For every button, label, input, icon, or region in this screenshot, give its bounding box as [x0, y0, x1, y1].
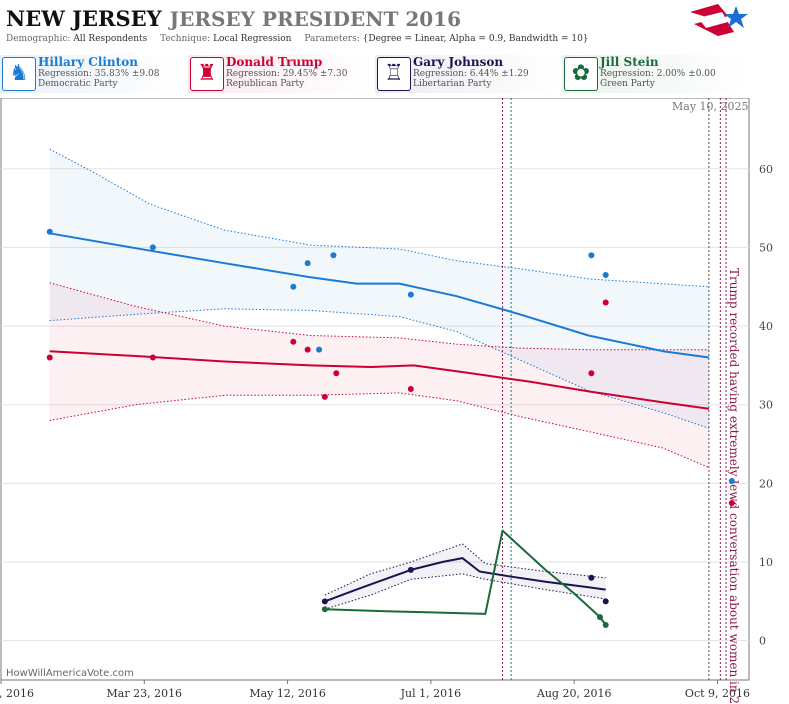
candidate-name: Jill Stein	[600, 55, 659, 69]
elephant-icon: ♜	[190, 57, 224, 91]
upper-bound-line	[49, 148, 709, 288]
x-tick-label: Jul 1, 2016	[400, 687, 462, 700]
chart: 0 10 20 30 40 50 60 Feb 2, 2016 Mar 23, 2016 May …	[0, 98, 773, 704]
demographic-key: Demographic:	[6, 34, 71, 44]
poll-point	[602, 271, 609, 278]
page-title-race: JERSEY PRESIDENT 2016	[169, 7, 461, 31]
confidence-band	[324, 543, 606, 610]
y-tick-label: 0	[759, 635, 766, 648]
candidate-hillary-clinton[interactable]: ♞ Hillary Clinton Regression: 35.83% ±9.08…	[0, 55, 185, 93]
candidate-gary-johnson[interactable]: ♖ Gary Johnson Regression: 6.44% ±1.29 Libe…	[375, 55, 560, 93]
candidate-name: Gary Johnson	[413, 55, 504, 69]
technique-value[interactable]: Local Regression	[213, 34, 292, 44]
y-tick-label: 60	[759, 163, 773, 176]
upper-bound-line	[324, 543, 606, 596]
upper-bound-line	[49, 282, 709, 351]
poll-point	[588, 574, 595, 581]
candidate-regression: Regression: 2.00% ±0.00	[600, 69, 716, 79]
site-logo[interactable]	[688, 2, 750, 50]
poll-point	[407, 566, 414, 573]
poll-point	[407, 291, 414, 298]
y-tick-label: 20	[759, 477, 773, 490]
poll-point	[602, 598, 609, 605]
x-tick-label: Feb 2, 2016	[0, 687, 34, 700]
confidence-band	[49, 282, 709, 468]
trend-line	[324, 529, 607, 626]
poll-point	[46, 228, 53, 235]
trend-line	[49, 350, 710, 410]
candidate-regression: Regression: 6.44% ±1.29	[413, 69, 529, 79]
y-tick-label: 50	[759, 241, 773, 254]
poll-point	[602, 299, 609, 306]
title-row: NEW JERSEY JERSEY PRESIDENT 2016	[6, 6, 461, 31]
x-tick-label: Mar 23, 2016	[107, 687, 183, 700]
poll-point	[728, 500, 735, 507]
site-credit[interactable]: HowWillAmericaVote.com	[6, 668, 134, 679]
page-title-state: NEW JERSEY	[6, 6, 162, 31]
y-tick-label: 40	[759, 320, 773, 333]
donkey-icon: ♞	[2, 57, 36, 91]
candidate-party: Green Party	[600, 79, 655, 89]
demographic-value[interactable]: All Respondents	[73, 34, 148, 44]
trend-line	[324, 557, 606, 603]
poll-point	[588, 370, 595, 377]
x-tick-label: Oct 9, 2016	[685, 687, 750, 700]
candidate-regression: Regression: 35.83% ±9.08	[38, 69, 160, 79]
lower-bound-line	[49, 308, 710, 429]
flower-icon: ✿	[564, 57, 598, 91]
poll-point	[316, 346, 323, 353]
poll-point	[588, 252, 595, 259]
confidence-band	[49, 149, 709, 429]
x-tick-label: May 12, 2016	[249, 687, 326, 700]
poll-point	[602, 621, 609, 628]
poll-point	[596, 614, 603, 621]
parameters-row: Demographic: All Respondents Technique: …	[6, 34, 589, 44]
event-label: Trump recorded having extremely lewd con…	[727, 268, 741, 704]
poll-point	[321, 393, 328, 400]
poll-point	[330, 252, 337, 259]
technique-key: Technique:	[160, 34, 211, 44]
as-of-date: May 10, 2025	[672, 100, 749, 113]
header: NEW JERSEY JERSEY PRESIDENT 2016 Demograp…	[0, 0, 789, 100]
poll-point	[149, 354, 156, 361]
parameters-key: Parameters:	[304, 34, 360, 44]
candidate-jill-stein[interactable]: ✿ Jill Stein Regression: 2.00% ±0.00 Green …	[562, 55, 747, 93]
poll-point	[290, 338, 297, 345]
y-tick-label: 10	[759, 556, 773, 569]
candidate-party: Libertarian Party	[413, 79, 492, 89]
poll-point	[304, 346, 311, 353]
poll-point	[149, 244, 156, 251]
candidate-name: Donald Trump	[226, 55, 323, 69]
poll-point	[46, 354, 53, 361]
candidate-party: Republican Party	[226, 79, 305, 89]
statue-of-liberty-icon: ♖	[377, 57, 411, 91]
poll-point	[304, 260, 311, 267]
poll-point	[290, 283, 297, 290]
logo-white-band	[698, 12, 728, 28]
poll-point	[321, 598, 328, 605]
candidate-regression: Regression: 29.45% ±7.30	[226, 69, 348, 79]
candidate-party: Democratic Party	[38, 79, 118, 89]
lower-bound-line	[324, 573, 606, 610]
poll-point	[728, 478, 735, 485]
logo-blue-star-icon	[724, 6, 748, 28]
poll-point	[407, 386, 414, 392]
parameters-value[interactable]: {Degree = Linear, Alpha = 0.9, Bandwidth…	[362, 34, 589, 44]
poll-point	[321, 606, 328, 613]
poll-point	[333, 370, 340, 377]
candidate-name: Hillary Clinton	[38, 55, 138, 69]
candidate-donald-trump[interactable]: ♜ Donald Trump Regression: 29.45% ±7.30 Rep…	[188, 55, 373, 93]
trend-line	[49, 232, 710, 359]
candidate-legend: ♞ Hillary Clinton Regression: 35.83% ±9.08…	[0, 55, 789, 95]
y-tick-label: 30	[759, 399, 773, 412]
x-tick-label: Aug 20, 2016	[536, 687, 612, 700]
